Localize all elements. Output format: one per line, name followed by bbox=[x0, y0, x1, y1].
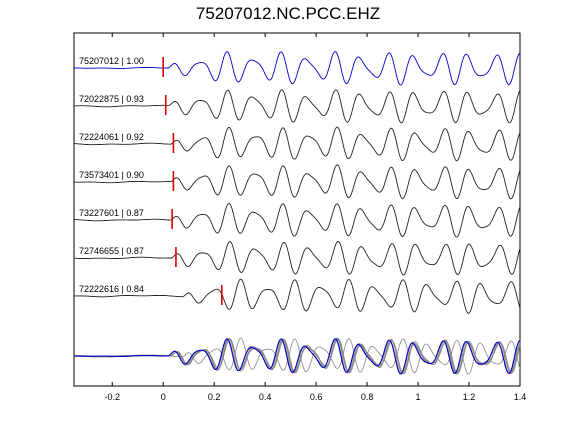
axes-frame bbox=[73, 32, 521, 387]
stack-master-trace bbox=[74, 338, 521, 375]
x-tick-label: 1.4 bbox=[514, 392, 527, 402]
x-tick-label: -0.2 bbox=[104, 392, 120, 402]
trace-75207012 bbox=[73, 51, 521, 86]
trace-73227601 bbox=[74, 203, 521, 238]
trace-72746655 bbox=[74, 241, 521, 276]
trace-72022875 bbox=[73, 89, 521, 124]
x-tick-label: 0.6 bbox=[310, 392, 323, 402]
x-tick-label: 1.2 bbox=[463, 392, 476, 402]
chart-title: 75207012.NC.PCC.EHZ bbox=[195, 4, 381, 23]
x-tick-label: 0.8 bbox=[361, 392, 374, 402]
x-tick-label: 0.2 bbox=[208, 392, 221, 402]
x-tick-label: 0 bbox=[161, 392, 166, 402]
x-tick-label: 0.4 bbox=[259, 392, 272, 402]
trace-label-73227601: 73227601 | 0.87 bbox=[79, 208, 144, 218]
x-tick-label: 1 bbox=[416, 392, 421, 402]
trace-label-72746655: 72746655 | 0.87 bbox=[79, 246, 144, 256]
trace-label-72224061: 72224061 | 0.92 bbox=[79, 132, 144, 142]
trace-label-73573401: 73573401 | 0.90 bbox=[79, 170, 144, 180]
trace-73573401 bbox=[74, 164, 521, 200]
trace-72222616 bbox=[73, 278, 521, 314]
trace-label-72022875: 72022875 | 0.93 bbox=[79, 94, 144, 104]
trace-72224061 bbox=[73, 126, 521, 162]
trace-label-75207012: 75207012 | 1.00 bbox=[79, 56, 144, 66]
trace-label-72222616: 72222616 | 0.84 bbox=[79, 284, 144, 294]
